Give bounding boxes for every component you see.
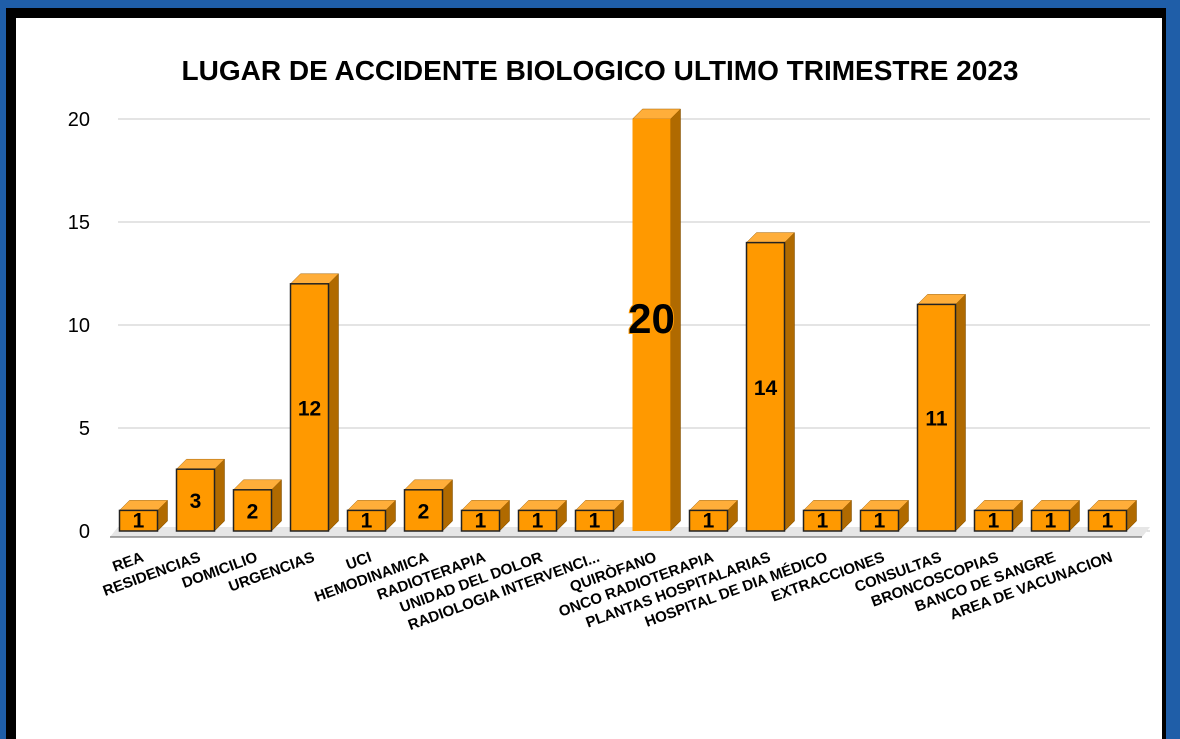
bar-front [688,509,729,532]
bar-front [118,509,159,532]
bar-front [745,241,786,532]
y-tick-label: 20 [68,109,90,131]
bar [859,499,910,532]
bar [688,499,739,532]
data-label: 1 [361,510,373,533]
bar-front [1030,509,1071,532]
data-label: 12 [298,397,321,420]
data-label: 1 [1045,510,1057,533]
bar-front [632,119,671,531]
data-label: 1 [703,510,715,533]
data-label: 1 [988,510,1000,533]
bar-side [784,231,795,532]
data-label: 3 [190,490,202,513]
bar-front [1087,509,1128,532]
data-label: 11 [925,408,948,431]
y-tick-label: 10 [68,315,90,337]
data-label: 14 [754,377,778,400]
bar-front [460,509,501,532]
data-label: 1 [133,510,145,533]
bar-front [289,283,330,532]
bar [574,499,625,532]
data-label: 1 [817,510,829,533]
panel [16,18,1162,739]
bar-front [916,303,957,532]
bar [289,273,340,532]
bar [631,108,682,532]
data-label: 2 [418,500,430,523]
bar [403,479,454,532]
bar [175,458,226,532]
bar [232,479,283,532]
bar [346,499,397,532]
bar-front [517,509,558,532]
data-label: 2 [247,500,259,523]
bar-front [175,468,216,532]
data-label: 1 [475,510,487,533]
bar-front [403,489,444,532]
y-tick-label: 0 [79,521,90,543]
bar-front [574,509,615,532]
bar [1087,499,1138,532]
y-tick-label: 5 [79,418,90,440]
bar-front [973,509,1014,532]
bar [118,499,169,532]
bar-front [859,509,900,532]
bar-front [232,489,273,532]
chart-title: LUGAR DE ACCIDENTE BIOLOGICO ULTIMO TRIM… [182,55,1019,86]
bar [1030,499,1081,532]
bar-side [328,273,339,532]
data-label: 1 [589,510,601,533]
data-label: 1 [1102,510,1114,533]
data-label: 1 [532,510,544,533]
data-label: 20 [628,295,675,342]
bar [517,499,568,532]
bar [916,293,967,532]
bar [802,499,853,532]
y-tick-label: 15 [68,212,90,234]
bar [460,499,511,532]
bar-front [802,509,843,532]
frame [6,8,1166,739]
bar-front [346,509,387,532]
data-label: 1 [874,510,886,533]
bar [745,231,796,532]
bar-side [955,293,966,532]
bar [973,499,1024,532]
bar-side [214,458,225,532]
